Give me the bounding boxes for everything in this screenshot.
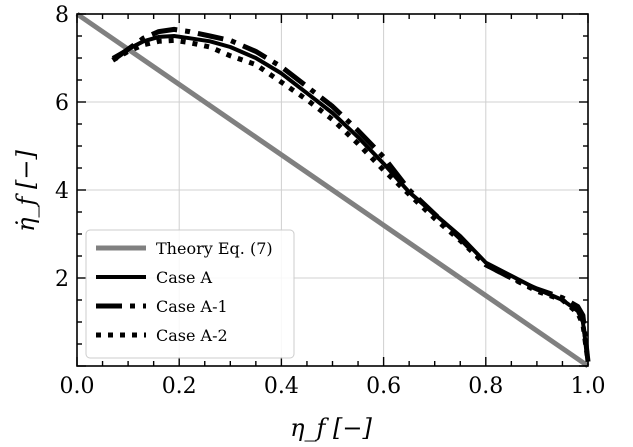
ticks bbox=[76, 13, 589, 367]
legend: Theory Eq. (7) Case A Case A-1 Case A-2 bbox=[85, 229, 295, 359]
series-line-case-a-2 bbox=[111, 37, 591, 362]
x-tick-label: 0.6 bbox=[366, 374, 401, 399]
tick-labels: 0.0 0.2 0.4 0.6 0.8 1.0 2 4 6 8 bbox=[55, 3, 606, 399]
series-layer bbox=[75, 11, 591, 369]
x-tick-label: 0.0 bbox=[60, 374, 95, 399]
legend-label-case-a-1: Case A-1 bbox=[156, 297, 228, 316]
x-axis-label: η_f [−] bbox=[290, 414, 372, 442]
y-tick-label: 4 bbox=[55, 179, 69, 204]
series-line-theory-eq-7 bbox=[75, 11, 590, 369]
x-tick-label: 0.8 bbox=[468, 374, 503, 399]
y-axis-label: η̇_f [−] bbox=[12, 150, 40, 232]
legend-box bbox=[85, 229, 295, 359]
legend-label-case-a-2: Case A-2 bbox=[156, 326, 228, 345]
y-tick-label: 6 bbox=[55, 91, 69, 116]
x-tick-label: 0.2 bbox=[162, 374, 197, 399]
y-tick-label: 8 bbox=[55, 3, 69, 28]
x-tick-label: 1.0 bbox=[571, 374, 606, 399]
legend-label-theory-eq-7: Theory Eq. (7) bbox=[156, 239, 273, 258]
x-tick-label: 0.4 bbox=[264, 374, 299, 399]
y-tick-label: 2 bbox=[55, 267, 69, 292]
legend-label-case-a: Case A bbox=[156, 268, 213, 287]
